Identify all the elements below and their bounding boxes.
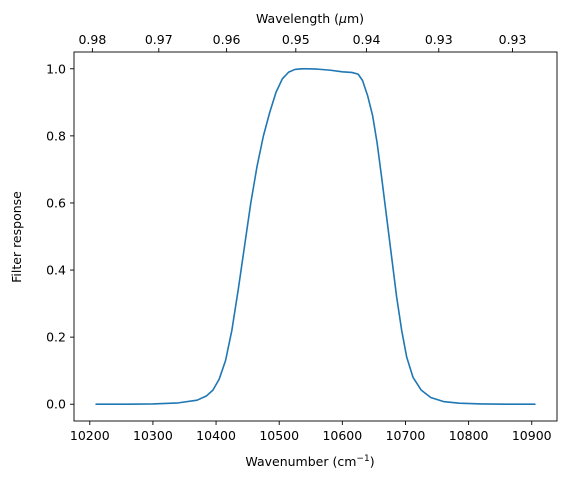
x-tick-label: 10600	[322, 428, 362, 443]
x-tick-label: 10700	[386, 428, 426, 443]
y-tick-label: 1.0	[46, 61, 66, 76]
x-axis-label: Wavenumber (cm−1)	[245, 454, 374, 469]
y-tick-label: 0.6	[46, 195, 66, 210]
top-tick-label: 0.93	[425, 32, 453, 47]
y-tick-label: 0.4	[46, 263, 66, 278]
top-tick-label: 0.96	[213, 32, 241, 47]
top-tick-label: 0.93	[499, 32, 527, 47]
top-x-axis-label: Wavelength (μm)	[256, 11, 364, 26]
x-tick-label: 10900	[512, 428, 552, 443]
top-tick-label: 0.98	[78, 32, 106, 47]
plot-frame	[73, 51, 558, 422]
y-axis-label: Filter response	[9, 191, 24, 283]
x-tick-label: 10200	[70, 428, 110, 443]
x-tick-label: 10300	[133, 428, 173, 443]
x-tick-label: 10400	[196, 428, 236, 443]
y-tick-label: 0.8	[46, 128, 66, 143]
y-tick-label: 0.0	[46, 397, 66, 412]
y-tick-label: 0.2	[46, 330, 66, 345]
x-tick-label: 10500	[259, 428, 299, 443]
top-tick-label: 0.94	[353, 32, 381, 47]
series-line-0	[95, 67, 536, 406]
top-tick-label: 0.97	[145, 32, 173, 47]
x-tick-label: 10800	[449, 428, 489, 443]
top-tick-label: 0.95	[282, 32, 310, 47]
